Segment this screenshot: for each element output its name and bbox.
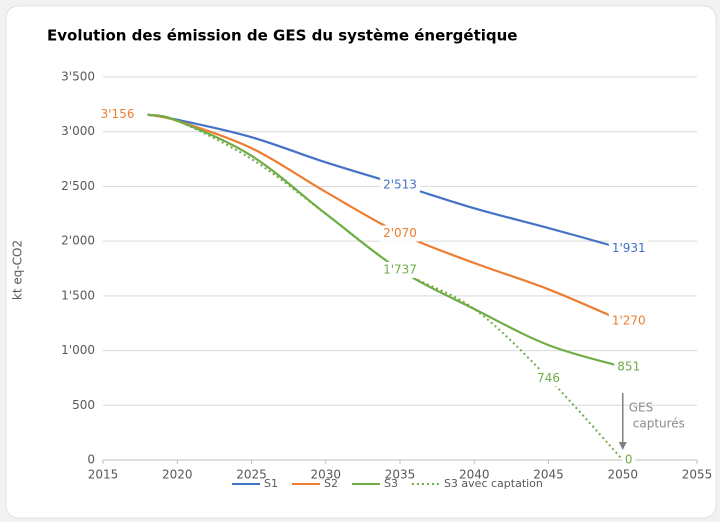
y-tick-label: 2'500 <box>61 179 95 193</box>
series-line <box>147 113 624 368</box>
legend-label: S3 <box>384 477 398 490</box>
data-label-text: 746 <box>537 371 560 385</box>
data-label-text: 1'931 <box>612 241 646 255</box>
y-axis-label: kt eq-CO2 <box>11 240 25 300</box>
x-tick-label: 2040 <box>459 468 490 482</box>
x-tick-label: 2015 <box>88 468 119 482</box>
x-tick-label: 2020 <box>162 468 193 482</box>
legend-label: S3 avec captation <box>444 477 543 490</box>
series-line <box>147 113 624 250</box>
y-tick-label: 500 <box>72 398 95 412</box>
x-tick-label: 2045 <box>533 468 564 482</box>
legend-label: S2 <box>324 477 338 490</box>
data-label-bg <box>621 452 636 468</box>
y-tick-label: 2'000 <box>61 234 95 248</box>
chart-title: Evolution des émission de GES du système… <box>47 27 517 45</box>
data-label-text: 3'156 <box>101 107 135 121</box>
annotation-text: capturés <box>633 417 685 431</box>
data-label: 0 <box>621 452 636 468</box>
x-tick-label: 2035 <box>385 468 416 482</box>
data-label: 2'070 <box>380 225 420 242</box>
data-label: 1'270 <box>608 313 649 330</box>
data-label-bg <box>614 358 644 375</box>
annotation-text: GES <box>629 401 654 415</box>
data-label: 1'737 <box>380 261 420 278</box>
y-tick-label: 3'000 <box>61 124 95 138</box>
data-label-bg <box>608 240 649 257</box>
data-label-text: 1'737 <box>383 262 417 276</box>
data-label: 3'156 <box>97 106 138 123</box>
data-label-text: 2'513 <box>383 178 417 192</box>
y-tick-label: 3'500 <box>61 70 95 84</box>
data-label-text: 851 <box>617 359 640 373</box>
data-label-bg <box>380 225 420 242</box>
data-label-bg <box>380 261 420 278</box>
x-tick-label: 2050 <box>607 468 638 482</box>
data-label: 2'513 <box>380 177 420 194</box>
data-label: 1'931 <box>608 240 649 257</box>
annotation-arrowhead <box>618 442 627 450</box>
y-tick-label: 1'500 <box>61 288 95 302</box>
data-label: 851 <box>614 358 644 375</box>
data-label-bg <box>97 106 138 123</box>
data-label-text: 1'270 <box>612 314 646 328</box>
data-label-bg <box>608 313 649 330</box>
x-tick-label: 2025 <box>236 468 267 482</box>
panel <box>5 5 717 519</box>
data-label-bg <box>534 370 563 387</box>
x-tick-label: 2030 <box>310 468 341 482</box>
y-tick-label: 1'000 <box>61 343 95 357</box>
legend-label: S1 <box>264 477 278 490</box>
data-label: 746 <box>534 370 563 387</box>
y-tick-label: 0 <box>87 453 95 467</box>
data-label-text: 2'070 <box>383 226 417 240</box>
data-label-text: 0 <box>625 453 633 467</box>
data-label-bg <box>380 177 420 194</box>
x-tick-label: 2055 <box>682 468 713 482</box>
